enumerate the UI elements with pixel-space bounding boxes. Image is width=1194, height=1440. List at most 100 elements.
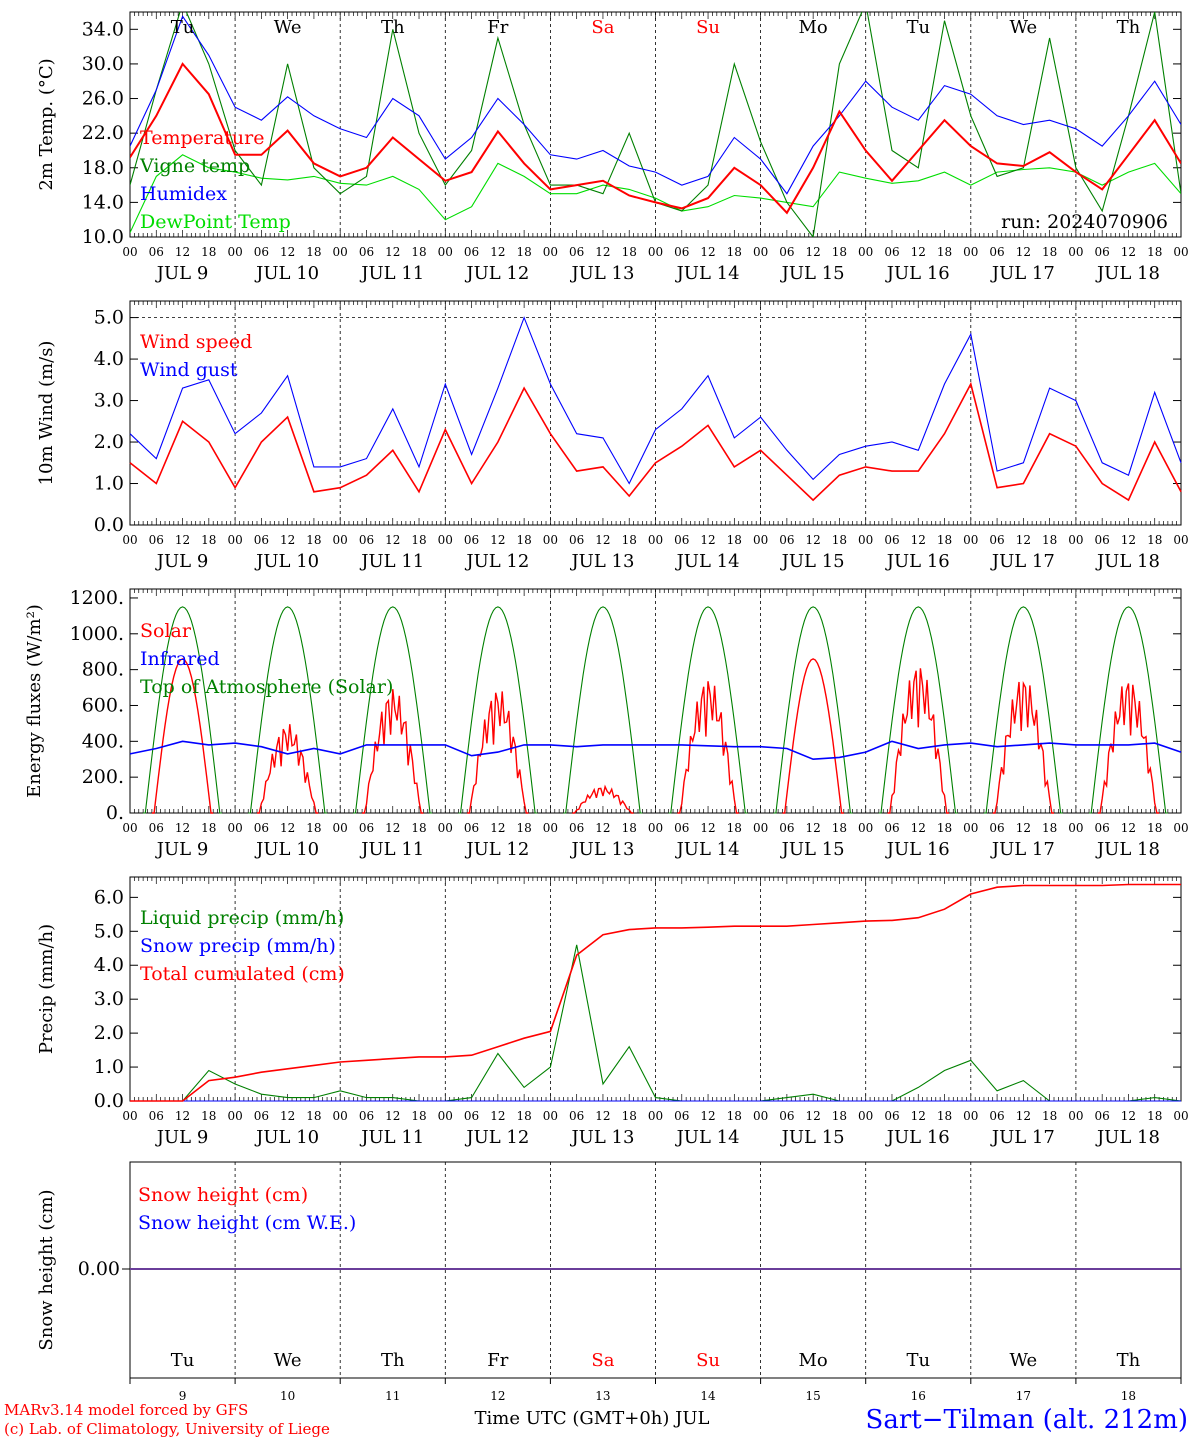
series-toa-solar: [878, 606, 958, 814]
hour-tick-label: 00: [858, 245, 873, 259]
hour-tick-label: 12: [1121, 533, 1136, 547]
series-solar: [257, 724, 319, 814]
hour-tick-label: 00: [543, 533, 558, 547]
date-label: JUL 16: [885, 839, 950, 860]
legend-entry: Total cumulated (cm): [140, 963, 345, 985]
hour-tick-label: 18: [411, 821, 426, 835]
y-tick-label: 10.0: [82, 226, 124, 248]
hour-tick-label: 18: [937, 533, 952, 547]
hour-tick-label: 12: [806, 821, 821, 835]
hour-tick-label: 18: [937, 821, 952, 835]
hour-tick-label: 18: [832, 533, 847, 547]
hour-tick-label: 00: [1173, 821, 1188, 835]
hour-tick-label: 12: [1016, 1109, 1031, 1123]
hour-tick-label: 06: [569, 533, 584, 547]
hour-tick-label: 12: [1016, 821, 1031, 835]
y-tick-label: 600.: [82, 694, 124, 716]
date-label: JUL 13: [569, 1127, 634, 1148]
date-label: JUL 15: [780, 551, 845, 572]
series-toa-solar: [353, 606, 433, 814]
hour-tick-label: 06: [884, 1109, 899, 1123]
hour-tick-label: 12: [490, 1109, 505, 1123]
hour-tick-label: 00: [543, 1109, 558, 1123]
y-tick-label: 1200.: [70, 587, 124, 609]
date-label: JUL 16: [885, 263, 950, 284]
legend-entry: Wind speed: [140, 331, 252, 353]
y-tick-label: 0.0: [94, 514, 124, 536]
weekday-label: Tu: [171, 17, 195, 38]
hour-tick-label: 18: [516, 245, 531, 259]
y-tick-label: 5.0: [94, 920, 124, 942]
hour-tick-label: 00: [227, 533, 242, 547]
hour-tick-label: 00: [122, 245, 137, 259]
hour-tick-label: 00: [122, 1109, 137, 1123]
hour-tick-label: 06: [149, 533, 164, 547]
credit-line: (c) Lab. of Climatology, University of L…: [4, 1420, 330, 1438]
hour-tick-label: 12: [175, 821, 190, 835]
weekday-label: Sa: [591, 1350, 614, 1371]
hour-tick-label: 06: [464, 1109, 479, 1123]
series-solar: [887, 668, 949, 814]
hour-tick-label: 06: [884, 533, 899, 547]
y-tick-label: 18.0: [82, 157, 124, 179]
date-label: JUL 12: [464, 839, 529, 860]
hour-tick-label: 06: [254, 533, 269, 547]
day-number-label: 14: [700, 1389, 716, 1403]
hour-tick-label: 12: [490, 821, 505, 835]
y-tick-label: 2.0: [94, 431, 124, 453]
hour-tick-label: 06: [464, 245, 479, 259]
date-label: JUL 11: [359, 551, 424, 572]
hour-tick-label: 12: [385, 1109, 400, 1123]
hour-tick-label: 12: [700, 821, 715, 835]
date-label: JUL 9: [155, 839, 209, 860]
hour-tick-label: 12: [1016, 245, 1031, 259]
series-toa-solar: [248, 606, 328, 814]
station-label: Sart−Tilman (alt. 212m): [866, 1405, 1188, 1435]
hour-tick-label: 18: [306, 821, 321, 835]
hour-tick-label: 00: [858, 1109, 873, 1123]
legend-entry: Snow precip (mm/h): [140, 935, 336, 957]
hour-tick-label: 18: [201, 821, 216, 835]
date-label: JUL 14: [675, 263, 740, 284]
weekday-label: Tu: [906, 17, 930, 38]
hour-tick-label: 00: [963, 1109, 978, 1123]
legend-entry: Snow height (cm W.E.): [138, 1212, 356, 1234]
hour-tick-label: 12: [595, 533, 610, 547]
hour-tick-label: 18: [201, 245, 216, 259]
series-toa-solar: [983, 606, 1063, 814]
hour-tick-label: 00: [227, 821, 242, 835]
temp-lines: [130, 12, 1181, 237]
hour-tick-label: 12: [490, 245, 505, 259]
hour-tick-label: 00: [438, 821, 453, 835]
hour-tick-label: 06: [359, 1109, 374, 1123]
weekday-label: Su: [696, 1350, 720, 1371]
hour-tick-label: 06: [884, 821, 899, 835]
hour-tick-label: 12: [806, 533, 821, 547]
legend-entry: Top of Atmosphere (Solar): [140, 676, 393, 698]
hour-tick-label: 12: [911, 245, 926, 259]
weekday-label: Tu: [906, 1350, 930, 1371]
weekday-label: Su: [696, 17, 720, 38]
date-label: JUL 18: [1095, 839, 1160, 860]
hour-tick-label: 00: [858, 821, 873, 835]
legend-entry: Infrared: [140, 648, 220, 670]
hour-tick-label: 12: [175, 1109, 190, 1123]
hour-tick-label: 00: [753, 245, 768, 259]
hour-tick-label: 12: [280, 533, 295, 547]
day-number-label: 13: [595, 1389, 610, 1403]
legend-entry: Humidex: [140, 183, 227, 205]
day-number-label: 12: [490, 1389, 505, 1403]
weekday-label: We: [274, 1350, 302, 1371]
y-tick-label: 3.0: [94, 988, 124, 1010]
hour-tick-label: 00: [648, 245, 663, 259]
hour-tick-label: 06: [674, 1109, 689, 1123]
hour-tick-label: 18: [1042, 1109, 1057, 1123]
y-tick-label: 5.0: [94, 307, 124, 329]
date-label: JUL 14: [675, 551, 740, 572]
hour-tick-label: 18: [937, 245, 952, 259]
y-axis-title: 10m Wind (m/s): [36, 341, 57, 486]
date-label: JUL 13: [569, 263, 634, 284]
date-label: JUL 12: [464, 551, 529, 572]
y-tick-label: 30.0: [82, 53, 124, 75]
hour-tick-label: 06: [254, 1109, 269, 1123]
